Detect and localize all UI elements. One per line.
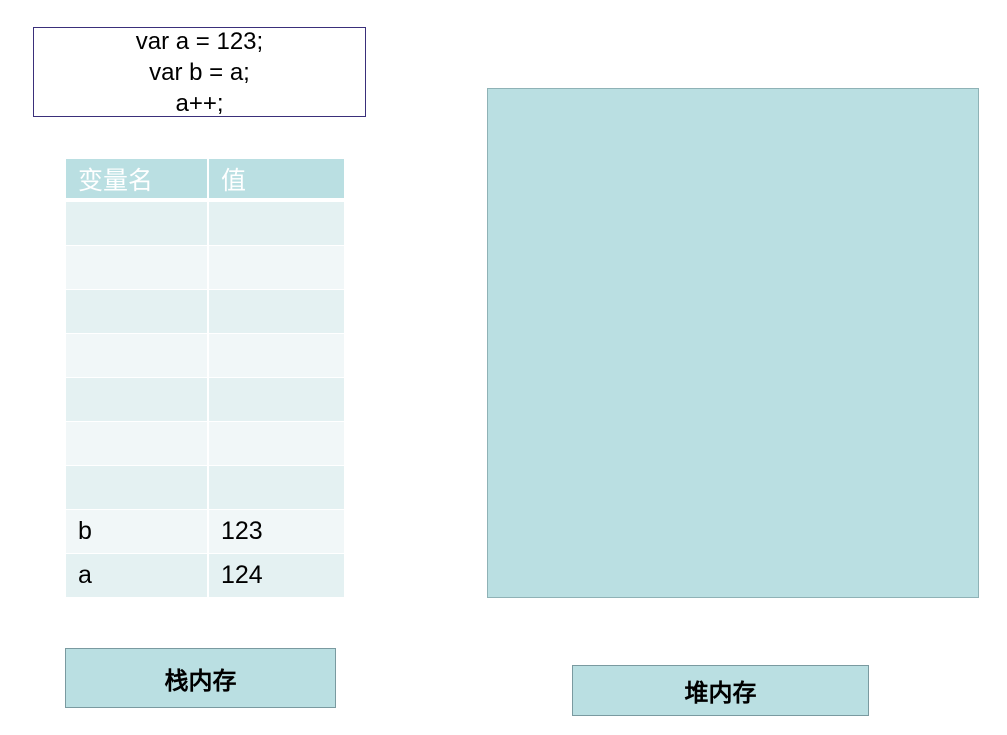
table-row	[66, 289, 344, 333]
table-row	[66, 465, 344, 509]
code-line: var a = 123;	[135, 27, 264, 55]
variable-name-cell	[66, 201, 207, 245]
table-row	[66, 201, 344, 245]
table-row	[66, 245, 344, 289]
heap-memory-area	[487, 88, 979, 598]
variable-name-cell: a	[66, 553, 207, 597]
variable-name-cell	[66, 333, 207, 377]
code-box: var a = 123; var b = a; a++;	[33, 27, 366, 117]
variable-value-cell	[207, 245, 344, 289]
variable-value-cell	[207, 465, 344, 509]
table-row: a 124	[66, 553, 344, 597]
variable-name-cell	[66, 421, 207, 465]
table-row	[66, 333, 344, 377]
stack-table-header-row: 变量名 值	[66, 159, 344, 201]
variable-name-cell: b	[66, 509, 207, 553]
table-row	[66, 377, 344, 421]
column-header-value: 值	[207, 159, 344, 201]
variable-name-cell	[66, 245, 207, 289]
variable-value-cell	[207, 333, 344, 377]
variable-name-cell	[66, 289, 207, 333]
column-header-name: 变量名	[66, 159, 207, 201]
stack-table: 变量名 值	[66, 159, 344, 597]
table-row: b 123	[66, 509, 344, 553]
stack-memory-label: 栈内存	[65, 648, 336, 708]
variable-value-cell: 123	[207, 509, 344, 553]
table-row	[66, 421, 344, 465]
variable-name-cell	[66, 377, 207, 421]
variable-value-cell	[207, 377, 344, 421]
variable-name-cell	[66, 465, 207, 509]
variable-value-cell	[207, 421, 344, 465]
variable-value-cell: 124	[207, 553, 344, 597]
variable-value-cell	[207, 201, 344, 245]
heap-memory-label: 堆内存	[572, 665, 869, 716]
code-line: a++;	[175, 89, 224, 117]
code-line: var b = a;	[149, 58, 250, 86]
variable-value-cell	[207, 289, 344, 333]
